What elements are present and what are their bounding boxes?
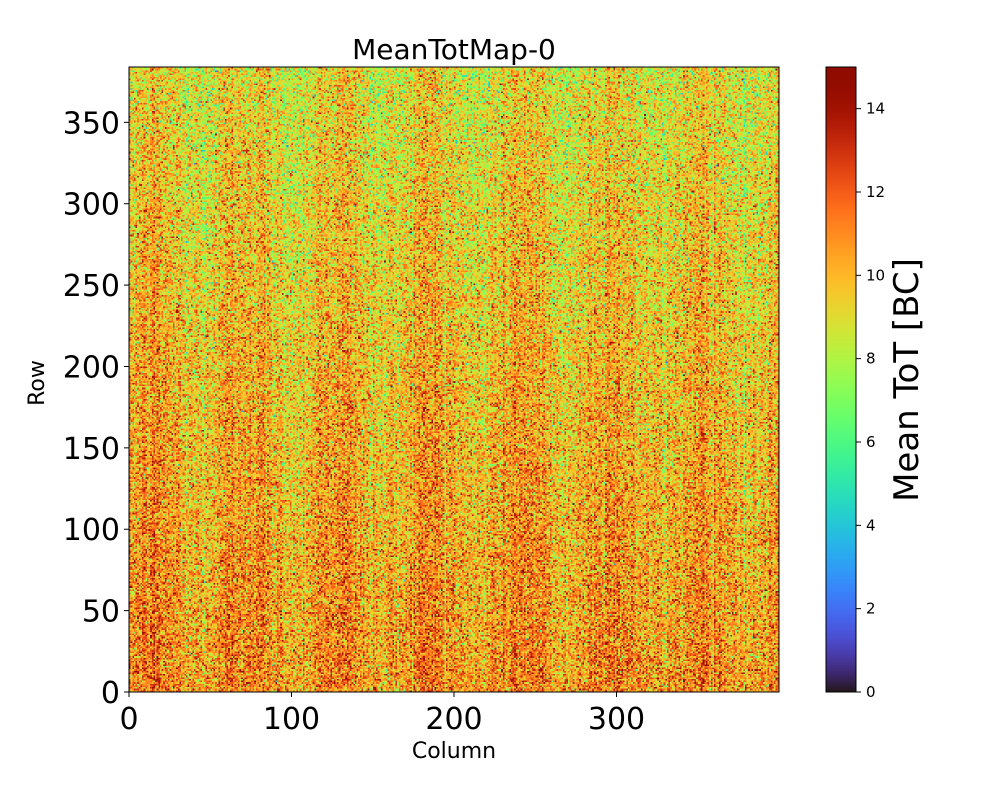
colorbar-axis: 0 2 4 6 8 10 12 14 <box>856 100 885 701</box>
y-tick-label: 0 <box>101 676 120 711</box>
y-tick-label: 50 <box>82 595 120 630</box>
x-tick-label: 200 <box>425 702 482 737</box>
y-tick-label: 250 <box>63 269 120 304</box>
colorbar-gradient <box>826 67 856 692</box>
x-tick-label: 0 <box>119 702 138 737</box>
colorbar-tick-label: 10 <box>866 266 885 284</box>
x-axis: 0 100 200 300 <box>119 692 645 737</box>
colorbar-tick-label: 0 <box>866 683 876 701</box>
y-tick-label: 150 <box>63 432 120 467</box>
colorbar-tick-label: 8 <box>866 350 876 368</box>
colorbar-frame <box>825 66 857 693</box>
colorbar-tick-label: 6 <box>866 433 876 451</box>
y-axis-label: Row <box>25 360 50 406</box>
x-tick-label: 100 <box>263 702 320 737</box>
colorbar-tick-label: 12 <box>866 183 885 201</box>
colorbar-tick-label: 2 <box>866 600 876 618</box>
chart-title: MeanTotMap-0 <box>352 33 556 66</box>
y-tick-label: 200 <box>63 350 120 385</box>
y-tick-label: 350 <box>63 106 120 141</box>
y-tick-label: 300 <box>63 188 120 223</box>
plot-frame <box>128 66 780 693</box>
heatmap-image <box>129 67 779 692</box>
colorbar-label: Mean ToT [BC] <box>887 258 927 502</box>
x-axis-label: Column <box>412 739 496 764</box>
colorbar-tick-label: 4 <box>866 516 876 534</box>
y-tick-label: 100 <box>63 513 120 548</box>
x-tick-label: 300 <box>588 702 645 737</box>
y-axis: 0 50 100 150 200 250 300 350 <box>63 106 129 711</box>
colorbar-tick-label: 14 <box>866 100 885 118</box>
